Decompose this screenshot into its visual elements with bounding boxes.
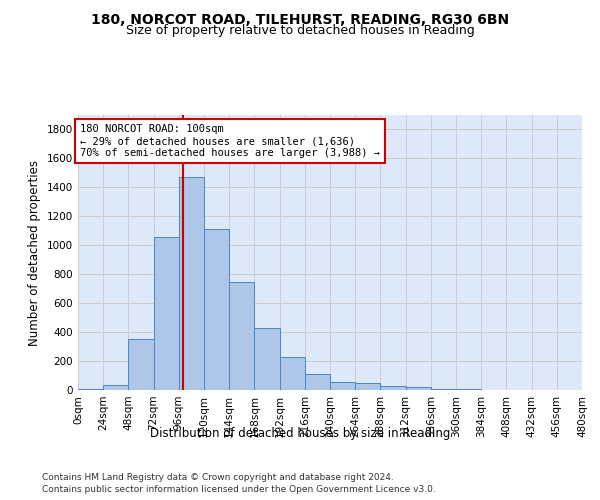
Bar — [380, 386, 406, 390]
Text: 180, NORCOT ROAD, TILEHURST, READING, RG30 6BN: 180, NORCOT ROAD, TILEHURST, READING, RG… — [91, 12, 509, 26]
Text: 180 NORCOT ROAD: 100sqm
← 29% of detached houses are smaller (1,636)
70% of semi: 180 NORCOT ROAD: 100sqm ← 29% of detache… — [80, 124, 380, 158]
Text: Size of property relative to detached houses in Reading: Size of property relative to detached ho… — [125, 24, 475, 37]
Bar — [204, 230, 229, 390]
Bar — [280, 358, 305, 390]
Bar — [78, 388, 103, 390]
Bar — [431, 388, 456, 390]
Bar — [128, 340, 154, 390]
Bar — [179, 177, 204, 390]
Bar — [406, 387, 431, 390]
Text: Contains public sector information licensed under the Open Government Licence v3: Contains public sector information licen… — [42, 485, 436, 494]
Bar — [254, 328, 280, 390]
Bar — [229, 282, 254, 390]
Bar — [154, 236, 179, 390]
Bar — [305, 374, 330, 390]
Text: Contains HM Land Registry data © Crown copyright and database right 2024.: Contains HM Land Registry data © Crown c… — [42, 472, 394, 482]
Bar — [330, 382, 355, 390]
Bar — [355, 384, 380, 390]
Y-axis label: Number of detached properties: Number of detached properties — [28, 160, 41, 346]
Bar — [103, 385, 128, 390]
Text: Distribution of detached houses by size in Reading: Distribution of detached houses by size … — [150, 428, 450, 440]
